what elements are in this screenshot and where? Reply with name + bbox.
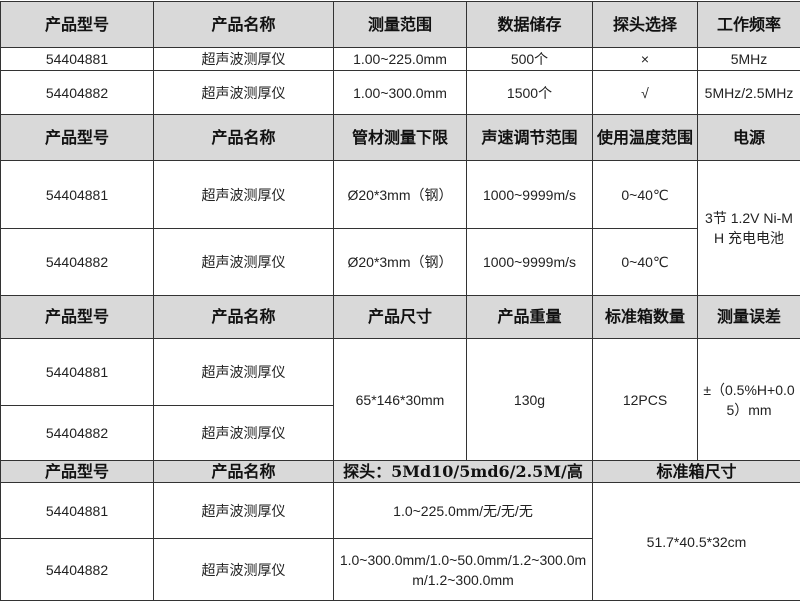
box-qty-cell: 12PCS	[593, 339, 698, 461]
cell: 超声波测厚仪	[154, 48, 334, 71]
table-row: 54404881 超声波测厚仪 1.0~225.0mm/无/无/无 51.7*4…	[1, 483, 800, 539]
cell: 超声波测厚仪	[154, 71, 334, 115]
weight-cell: 130g	[467, 339, 593, 461]
cell: Ø20*3mm（钢）	[334, 229, 467, 296]
header-cell: 产品名称	[154, 2, 334, 48]
box-size-cell: 51.7*40.5*32cm	[593, 483, 800, 601]
cell: 超声波测厚仪	[154, 229, 334, 296]
cell: 54404882	[1, 539, 154, 601]
header-cell: 产品型号	[1, 461, 154, 483]
cell: Ø20*3mm（钢）	[334, 161, 467, 229]
header-cell: 测量误差	[698, 296, 800, 339]
header-cell: 产品型号	[1, 115, 154, 161]
header-cell: 产品名称	[154, 115, 334, 161]
cell: 5MHz/2.5MHz	[698, 71, 800, 115]
header-row: 产品型号 产品名称 探头：5Md10/5md6/2.5M/高 标准箱尺寸	[1, 461, 800, 483]
cell: 1000~9999m/s	[467, 229, 593, 296]
header-cell: 工作频率	[698, 2, 800, 48]
header-cell: 数据储存	[467, 2, 593, 48]
header-cell: 声速调节范围	[467, 115, 593, 161]
header-cell: 产品名称	[154, 461, 334, 483]
cell: 超声波测厚仪	[154, 339, 334, 406]
header-cell: 产品名称	[154, 296, 334, 339]
cell: 54404882	[1, 71, 154, 115]
cell: 1.00~225.0mm	[334, 48, 467, 71]
header-cell: 探头选择	[593, 2, 698, 48]
header-row: 产品型号 产品名称 管材测量下限 声速调节范围 使用温度范围 电源	[1, 115, 800, 161]
header-cell: 电源	[698, 115, 800, 161]
header-cell: 探头：5Md10/5md6/2.5M/高	[334, 461, 593, 483]
header-row: 产品型号 产品名称 测量范围 数据储存 探头选择 工作频率	[1, 2, 800, 48]
cell: 1.0~225.0mm/无/无/无	[334, 483, 593, 539]
table-row: 54404881 超声波测厚仪 Ø20*3mm（钢） 1000~9999m/s …	[1, 161, 800, 229]
header-row: 产品型号 产品名称 产品尺寸 产品重量 标准箱数量 测量误差	[1, 296, 800, 339]
cell: 54404881	[1, 339, 154, 406]
table-row: 54404882 超声波测厚仪 1.00~300.0mm 1500个 √ 5MH…	[1, 71, 800, 115]
error-cell: ±（0.5%H+0.05）mm	[698, 339, 800, 461]
cell: 5MHz	[698, 48, 800, 71]
header-cell: 测量范围	[334, 2, 467, 48]
cell: 1.0~300.0mm/1.0~50.0mm/1.2~300.0mm/1.2~3…	[334, 539, 593, 601]
cell: 超声波测厚仪	[154, 161, 334, 229]
header-cell: 标准箱尺寸	[593, 461, 800, 483]
cell: 1000~9999m/s	[467, 161, 593, 229]
size-cell: 65*146*30mm	[334, 339, 467, 461]
header-cell: 产品型号	[1, 296, 154, 339]
cell: √	[593, 71, 698, 115]
cell: 超声波测厚仪	[154, 483, 334, 539]
cell: 54404881	[1, 161, 154, 229]
power-cell: 3节 1.2V Ni-MH 充电电池	[698, 161, 800, 296]
cell: 1500个	[467, 71, 593, 115]
header-cell: 管材测量下限	[334, 115, 467, 161]
cell: 54404881	[1, 48, 154, 71]
header-cell: 产品尺寸	[334, 296, 467, 339]
cell: 54404881	[1, 483, 154, 539]
header-cell: 产品重量	[467, 296, 593, 339]
cell: 0~40℃	[593, 229, 698, 296]
cell: 54404882	[1, 406, 154, 461]
cell: 1.00~300.0mm	[334, 71, 467, 115]
cell: 500个	[467, 48, 593, 71]
header-cell: 产品型号	[1, 2, 154, 48]
header-cell: 使用温度范围	[593, 115, 698, 161]
cell: 54404882	[1, 229, 154, 296]
table-row: 54404881 超声波测厚仪 1.00~225.0mm 500个 × 5MHz	[1, 48, 800, 71]
header-cell: 标准箱数量	[593, 296, 698, 339]
table-row: 54404882 超声波测厚仪 Ø20*3mm（钢） 1000~9999m/s …	[1, 229, 800, 296]
cell: 超声波测厚仪	[154, 539, 334, 601]
cell: ×	[593, 48, 698, 71]
cell: 0~40℃	[593, 161, 698, 229]
cell: 超声波测厚仪	[154, 406, 334, 461]
table-row: 54404881 超声波测厚仪 65*146*30mm 130g 12PCS ±…	[1, 339, 800, 406]
